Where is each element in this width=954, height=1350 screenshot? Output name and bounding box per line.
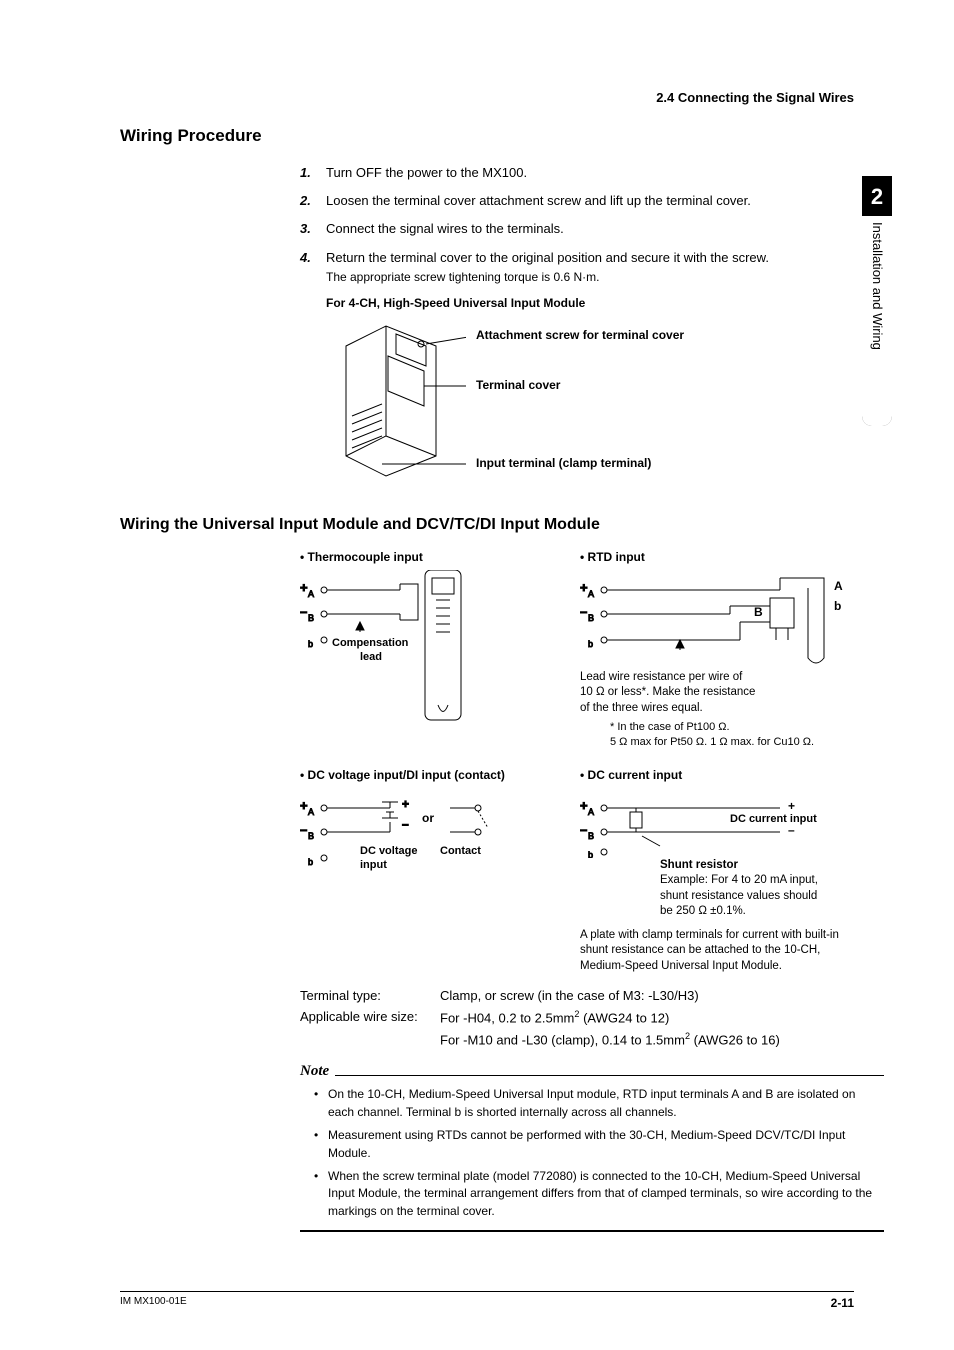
terminal-type-label: Terminal type: [300,986,440,1007]
doc-id: IM MX100-01E [120,1296,187,1310]
rtd-title: • RTD input [580,550,880,564]
svg-text:+: + [580,580,588,595]
note-rule [335,1075,884,1076]
module-label: For 4-CH, High-Speed Universal Input Mod… [326,296,884,310]
svg-text:–: – [580,822,587,837]
dcv-label1: DC voltage [360,845,417,857]
note-item: When the screw terminal plate (model 772… [328,1168,884,1220]
dci-title: • DC current input [580,768,880,782]
svg-text:+: + [788,799,795,813]
step-text: Turn OFF the power to the MX100. [326,164,884,182]
rtd-b: b [834,599,841,613]
svg-text:A: A [588,807,594,817]
wiring-procedure-heading: Wiring Procedure [120,126,884,146]
contact-label: Contact [440,845,481,857]
rtd-A: A [834,579,843,593]
procedure-steps: 1.Turn OFF the power to the MX100. 2.Loo… [300,164,884,286]
svg-text:b: b [308,639,313,649]
svg-text:B: B [308,613,314,623]
svg-text:–: – [402,817,409,831]
page-number: 2-11 [831,1296,854,1310]
comp-label2: lead [360,651,382,663]
rtd-diagram-icon: + A – B b [580,570,870,670]
callout-terminal-cover: Terminal cover [476,378,560,392]
step-num: 4. [300,249,326,286]
svg-text:–: – [300,822,307,837]
svg-text:b: b [588,850,593,858]
rtd-footnote: * In the case of Pt100 Ω. 5 Ω max for Pt… [610,720,880,750]
callout-input-terminal: Input terminal (clamp terminal) [476,456,651,470]
rtd-note: Lead wire resistance per wire of 10 Ω or… [580,670,880,717]
page-footer: IM MX100-01E 2-11 [120,1291,854,1310]
wire-size-value1: For -H04, 0.2 to 2.5mm2 (AWG24 to 12) [440,1007,669,1029]
svg-text:–: – [788,823,795,837]
dci-label: DC current input [730,813,817,825]
dcv-title: • DC voltage input/DI input (contact) [300,768,570,782]
svg-text:A: A [588,589,594,599]
svg-text:A: A [308,589,314,599]
svg-text:B: B [308,831,314,841]
dcv-diagram-icon: + A – B b + [300,788,520,878]
wiring-diagrams: • Thermocouple input + A – B b [300,550,884,975]
step-num: 2. [300,192,326,210]
callout-attach-screw: Attachment screw for terminal cover [476,328,684,342]
or-label: or [422,811,434,825]
spec-block: Terminal type: Clamp, or screw (in the c… [300,986,884,1051]
dcv-label2: input [360,859,387,871]
shunt-note: Shunt resistor Example: For 4 to 20 mA i… [660,858,880,920]
step-sub: The appropriate screw tightening torque … [326,269,884,286]
thermocouple-cell: • Thermocouple input + A – B b [300,550,570,750]
module-icon [326,316,466,486]
terminal-type-value: Clamp, or screw (in the case of M3: -L30… [440,986,699,1007]
svg-text:+: + [300,580,308,595]
plate-note: A plate with clamp terminals for current… [580,928,880,975]
section-breadcrumb: 2.4 Connecting the Signal Wires [656,90,854,105]
svg-text:B: B [588,613,594,623]
dci-cell: • DC current input + A – B b [580,768,880,975]
tc-title: • Thermocouple input [300,550,570,564]
svg-text:+: + [402,797,409,811]
note-block: Note On the 10-CH, Medium-Speed Universa… [300,1063,884,1232]
wiring-module-heading: Wiring the Universal Input Module and DC… [120,516,884,534]
dcv-cell: • DC voltage input/DI input (contact) + … [300,768,570,975]
note-title: Note [300,1063,335,1080]
svg-text:A: A [308,807,314,817]
svg-text:b: b [308,857,313,867]
module-diagram: Attachment screw for terminal cover Term… [326,316,884,486]
step-text: Connect the signal wires to the terminal… [326,220,884,238]
step-num: 1. [300,164,326,182]
svg-text:–: – [300,604,307,619]
svg-text:–: – [580,604,587,619]
comp-label1: Compensation [332,637,409,649]
svg-text:+: + [300,798,308,813]
note-item: Measurement using RTDs cannot be perform… [328,1127,884,1162]
tc-diagram-icon: + A – B b [300,570,490,730]
svg-text:B: B [588,831,594,841]
svg-text:b: b [588,639,593,649]
note-end-rule [300,1230,884,1232]
dci-diagram-icon: + A – B b + – DC [580,788,870,858]
chapter-number: 2 [862,176,892,210]
step-text: Return the terminal cover to the origina… [326,249,884,286]
step-text: Loosen the terminal cover attachment scr… [326,192,884,210]
step-num: 3. [300,220,326,238]
wire-size-label: Applicable wire size: [300,1007,440,1029]
svg-text:+: + [580,798,588,813]
note-list: On the 10-CH, Medium-Speed Universal Inp… [300,1086,884,1220]
rtd-B: B [754,605,763,619]
step-main: Return the terminal cover to the origina… [326,250,769,265]
wire-size-value2: For -M10 and -L30 (clamp), 0.14 to 1.5mm… [440,1029,780,1051]
rtd-cell: • RTD input + A – B b [580,550,880,750]
note-item: On the 10-CH, Medium-Speed Universal Inp… [328,1086,884,1121]
